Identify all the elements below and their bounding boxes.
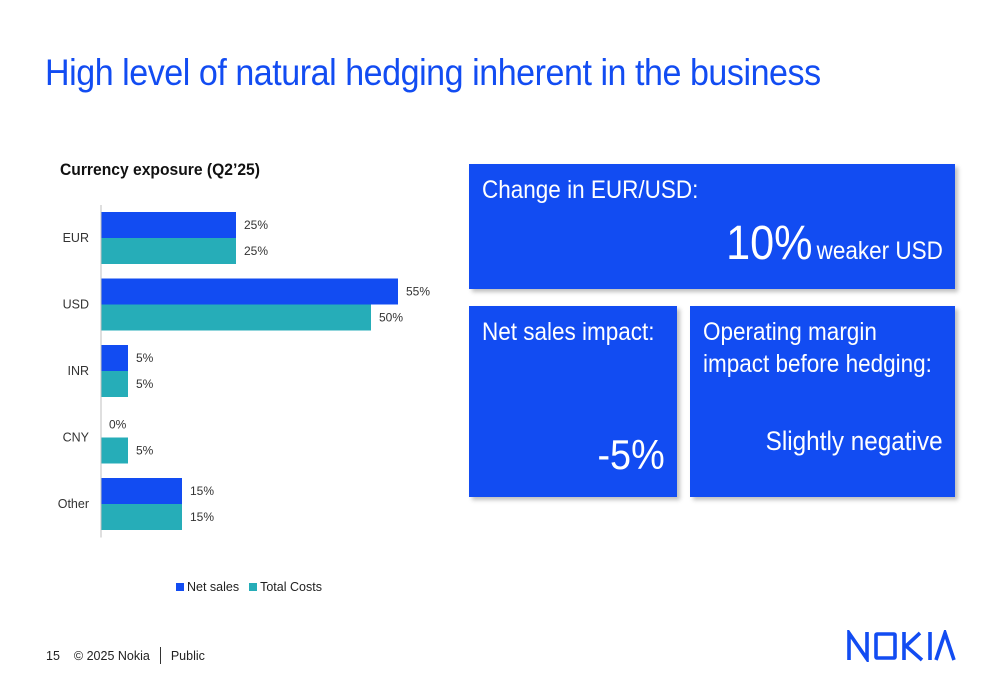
eur-usd-change-box: Change in EUR/USD: 10% weaker USD	[469, 164, 955, 289]
category-label-cny: CNY	[63, 431, 90, 445]
data-label-net-sales-inr: 5%	[136, 351, 154, 365]
bar-net-sales-usd	[101, 278, 398, 305]
copyright: © 2025 Nokia	[73, 648, 150, 663]
chart-legend: Net sales Total Costs	[176, 580, 322, 594]
page-number: 15	[46, 648, 60, 663]
category-label-inr: INR	[67, 364, 89, 378]
bar-total-costs-inr	[101, 371, 128, 397]
bar-net-sales-inr	[101, 345, 128, 371]
category-label-other: Other	[58, 497, 89, 511]
page-title: High level of natural hedging inherent i…	[45, 52, 821, 93]
operating-margin-impact-label: Operating margin impact before hedging:	[703, 318, 932, 378]
eur-usd-change-label: Change in EUR/USD:	[482, 176, 699, 204]
bar-net-sales-other	[101, 478, 182, 504]
data-label-total-costs-inr: 5%	[136, 377, 154, 391]
data-label-total-costs-eur: 25%	[244, 244, 268, 258]
data-label-total-costs-usd: 50%	[379, 311, 403, 325]
legend-swatch-total-costs	[249, 583, 258, 591]
nokia-logo	[847, 630, 956, 662]
operating-margin-impact-value: Slightly negative	[766, 426, 943, 456]
data-label-net-sales-cny: 0%	[109, 418, 127, 432]
legend-item-total-costs: Total Costs	[249, 580, 322, 594]
legend-label-net-sales: Net sales	[187, 580, 240, 594]
data-label-net-sales-eur: 25%	[244, 218, 268, 232]
currency-exposure-chart: EUR 25% 25% USD 55%50% INR 5% 5% CNY 0% 5% Other 15%…	[58, 205, 430, 538]
legend-item-net-sales: Net sales	[176, 580, 239, 594]
operating-margin-impact-box: Operating margin impact before hedging: …	[690, 306, 955, 497]
classification: Public	[170, 648, 205, 663]
legend-swatch-net-sales	[176, 583, 184, 591]
net-sales-impact-label: Net sales impact:	[482, 318, 655, 346]
category-label-usd: USD	[63, 298, 89, 312]
footer: 15 © 2025 Nokia Public	[46, 647, 205, 664]
data-label-total-costs-other: 15%	[190, 510, 214, 524]
chart-title: Currency exposure (Q2’25)	[60, 160, 260, 179]
category-label-eur: EUR	[63, 231, 89, 245]
eur-usd-change-suffix: weaker USD	[816, 237, 943, 265]
bar-total-costs-cny	[101, 437, 128, 464]
bar-total-costs-usd	[101, 304, 371, 331]
bar-net-sales-eur	[101, 212, 236, 238]
net-sales-impact-box: Net sales impact: -5%	[469, 306, 677, 497]
bar-total-costs-eur	[101, 238, 236, 264]
footer-divider	[159, 647, 161, 664]
legend-label-total-costs: Total Costs	[260, 580, 322, 594]
eur-usd-change-value-group: 10% weaker USD	[726, 216, 943, 271]
data-label-net-sales-other: 15%	[190, 484, 214, 498]
eur-usd-change-value: 10%	[726, 217, 813, 270]
net-sales-impact-value: -5%	[597, 431, 665, 478]
data-label-net-sales-usd: 55%	[406, 285, 430, 299]
bar-total-costs-other	[101, 504, 182, 530]
data-label-total-costs-cny: 5%	[136, 444, 154, 458]
